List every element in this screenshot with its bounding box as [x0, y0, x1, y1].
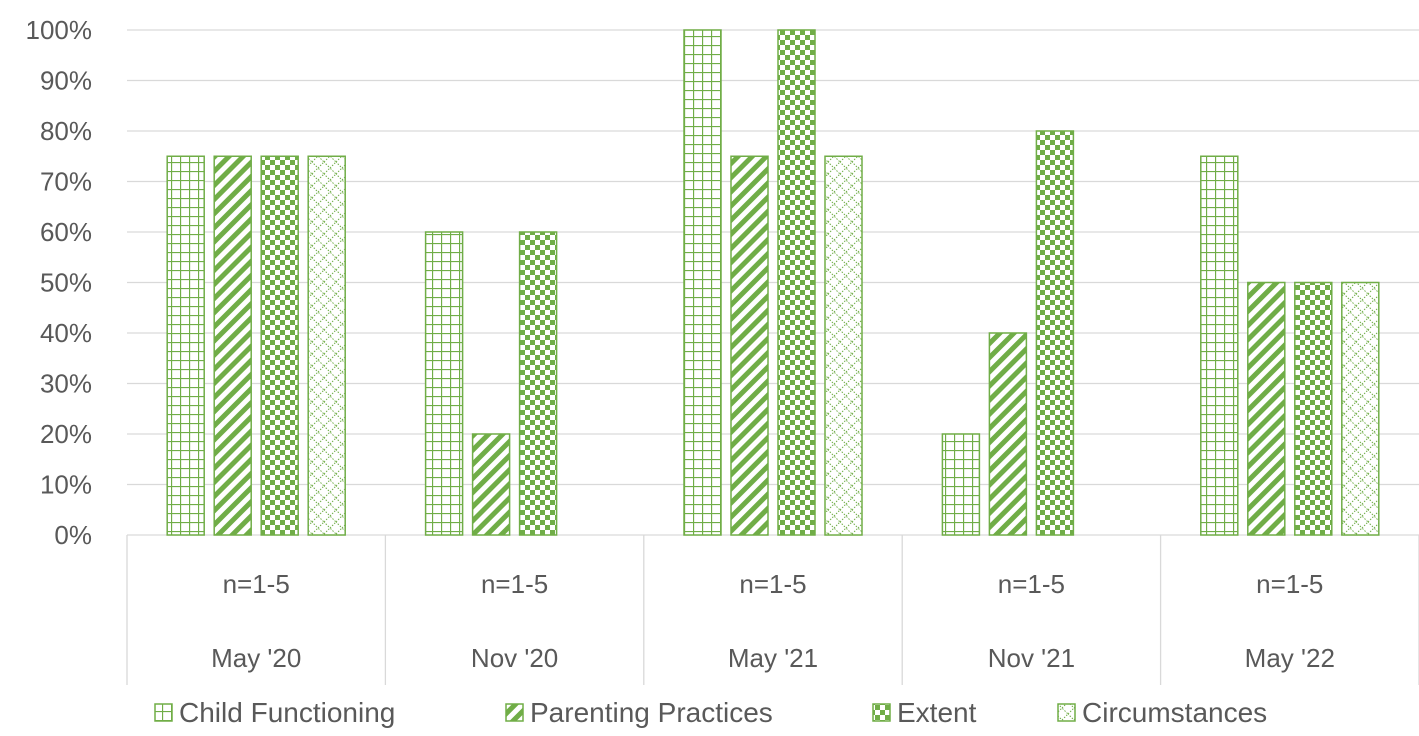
x-category-label: May '22	[1245, 643, 1335, 673]
legend-swatch	[505, 703, 524, 722]
bar-parenting-practices-3[interactable]	[730, 155, 769, 536]
legend-swatch	[1057, 703, 1076, 722]
y-tick-label: 60%	[40, 217, 92, 247]
bar-circumstances-3[interactable]	[824, 155, 863, 536]
legend[interactable]: Child Functioning Parenting Practices Exte…	[154, 697, 1267, 728]
x-category-label: Nov '20	[471, 643, 558, 673]
legend-item-child-functioning[interactable]: Child Functioning	[154, 697, 395, 728]
x-sublabel: n=1-5	[1256, 569, 1323, 599]
bar-extent-5[interactable]	[1294, 281, 1333, 536]
y-tick-label: 100%	[26, 15, 93, 45]
bar-parenting-practices-4[interactable]	[988, 332, 1028, 536]
x-category-label: May '21	[728, 643, 818, 673]
legend-item-parenting-practices[interactable]: Parenting Practices	[505, 697, 773, 728]
y-tick-label: 40%	[40, 318, 92, 348]
x-category-label: Nov '21	[988, 643, 1075, 673]
y-tick-label: 20%	[40, 419, 92, 449]
x-sublabel: n=1-5	[998, 569, 1065, 599]
bar-parenting-practices-2[interactable]	[471, 433, 511, 536]
legend-label: Parenting Practices	[530, 697, 773, 728]
bar-child-functioning-3[interactable]	[683, 29, 722, 536]
y-tick-label: 90%	[40, 66, 92, 96]
legend-swatch	[872, 703, 891, 722]
bars	[166, 29, 1380, 536]
bar-extent-2[interactable]	[518, 231, 558, 536]
x-sublabel: n=1-5	[223, 569, 290, 599]
legend-item-circumstances[interactable]: Circumstances	[1057, 697, 1267, 728]
y-tick-label: 50%	[40, 268, 92, 298]
x-axis: n=1-5 May '20 n=1-5 Nov '20 n=1-5 May '21 n=1-…	[126, 535, 1419, 685]
legend-label: Child Functioning	[179, 697, 395, 728]
x-category-label: May '20	[211, 643, 301, 673]
legend-label: Circumstances	[1082, 697, 1267, 728]
y-tick-label: 80%	[40, 116, 92, 146]
y-tick-label: 0%	[54, 520, 92, 550]
x-sublabel: n=1-5	[739, 569, 806, 599]
legend-label: Extent	[897, 697, 977, 728]
y-tick-label: 70%	[40, 167, 92, 197]
y-axis-tick-labels: 0% 10% 20% 30% 40% 50% 60% 70% 80% 90% 100%	[26, 15, 93, 550]
legend-item-extent[interactable]: Extent	[872, 697, 977, 728]
bar-extent-3[interactable]	[777, 29, 816, 536]
bar-parenting-practices-1[interactable]	[213, 155, 252, 536]
bar-child-functioning-1[interactable]	[166, 155, 205, 536]
bar-child-functioning-2[interactable]	[424, 231, 464, 536]
bar-extent-1[interactable]	[260, 155, 299, 536]
bar-child-functioning-5[interactable]	[1200, 155, 1239, 536]
bar-circumstances-5[interactable]	[1341, 281, 1380, 536]
x-sublabel: n=1-5	[481, 569, 548, 599]
bar-parenting-practices-5[interactable]	[1247, 281, 1286, 536]
bar-extent-4[interactable]	[1035, 130, 1075, 536]
legend-swatch	[154, 703, 173, 722]
bar-child-functioning-4[interactable]	[941, 433, 981, 536]
y-tick-label: 10%	[40, 470, 92, 500]
y-tick-label: 30%	[40, 369, 92, 399]
bar-circumstances-1[interactable]	[307, 155, 346, 536]
